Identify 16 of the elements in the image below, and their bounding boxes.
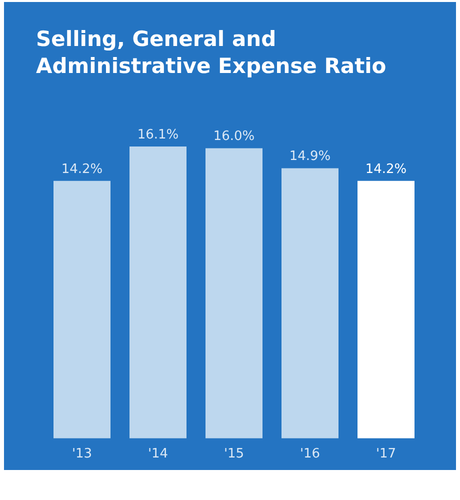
bar: [358, 180, 414, 438]
x-tick-label: '16: [300, 446, 320, 462]
bar: [206, 148, 262, 438]
bar: [282, 168, 338, 438]
x-tick-label: '13: [72, 446, 92, 462]
bar: [54, 180, 110, 438]
x-tick-label: '15: [224, 446, 244, 462]
data-label: 16.0%: [213, 129, 255, 144]
bar: [130, 146, 186, 438]
x-tick-label: '14: [148, 446, 168, 462]
data-label: 16.1%: [137, 127, 179, 142]
data-label: 14.2%: [365, 162, 407, 177]
chart-title: Selling, General and Administrative Expense Ratio: [36, 26, 388, 80]
data-label: 14.9%: [289, 149, 331, 164]
data-label: 14.2%: [61, 162, 103, 177]
x-tick-label: '17: [376, 446, 396, 462]
